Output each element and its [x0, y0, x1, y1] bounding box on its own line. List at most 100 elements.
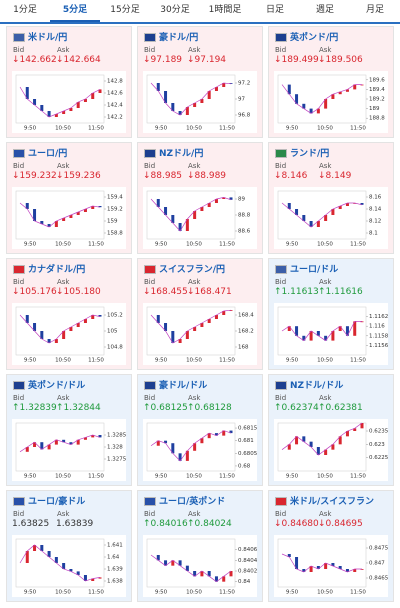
bid-value: ↑1.11613: [274, 287, 319, 297]
candle: [40, 221, 44, 224]
tab[interactable]: 1分足: [13, 5, 37, 15]
candle: [207, 203, 211, 207]
candle: [295, 209, 299, 215]
y-tick-label: 96.8: [238, 113, 251, 119]
candle: [295, 94, 299, 104]
tab[interactable]: 1時間足: [208, 5, 242, 15]
ask-value: ↑0.68128: [187, 403, 232, 413]
rate-card[interactable]: 英ポンド/ドル Bid Ask ↑1.32839 ↑1.32844 1.3285 1.328…: [6, 374, 132, 486]
rate-card[interactable]: ユーロ/ドル Bid Ask ↑1.11613 ↑1.11616 1.1162 1.116 1…: [268, 258, 394, 370]
candle: [54, 114, 58, 117]
bid-label: Bid: [144, 278, 156, 286]
rate-card[interactable]: 豪ドル/ドル Bid Ask ↑0.68125 ↑0.68128 0.6815 0.681 0…: [137, 374, 263, 486]
pair-name: ユーロ/円: [28, 149, 68, 159]
x-tick-label: 10:50: [317, 474, 333, 480]
plot-frame: [15, 422, 105, 472]
bid-label: Bid: [275, 394, 287, 402]
candle: [33, 545, 37, 551]
candle: [338, 566, 342, 569]
ask-value: ↓97.194: [187, 55, 227, 65]
candle: [76, 439, 80, 445]
candle: [324, 215, 328, 221]
y-tick-label: 89: [238, 197, 245, 203]
bid-value: ↓105.176: [12, 287, 57, 297]
candle: [171, 103, 175, 111]
mini-chart: 0.8406 0.8404 0.8402 0.84 9:50 10:50 11:50: [143, 535, 257, 597]
rate-card[interactable]: ユーロ/豪ドル Bid Ask 1.63825 1.63839 1.641 1.64 1.63…: [6, 490, 132, 602]
rate-card[interactable]: NZドル/円 Bid Ask ↓88.985 ↓88.989 89 88.8 88.6 9:50…: [137, 142, 263, 254]
mini-chart: 97.2 97 96.8 9:50 10:50 11:50: [143, 71, 257, 133]
candle: [338, 436, 342, 445]
tab[interactable]: 15分足: [110, 5, 140, 15]
rate-card[interactable]: NZドル/ドル Bid Ask ↑0.62374 ↑0.62381 0.6235 0.623…: [268, 374, 394, 486]
candle: [164, 440, 168, 444]
tab[interactable]: 5分足: [50, 0, 100, 22]
candle: [353, 321, 357, 336]
candle: [185, 565, 189, 571]
candle: [156, 199, 160, 207]
candle: [33, 209, 37, 221]
y-tick-label: 0.8402: [238, 569, 257, 575]
y-tick-label: 189.4: [369, 87, 385, 93]
y-tick-label: 0.681: [238, 438, 254, 444]
bid-value: ↑1.32839: [12, 403, 57, 413]
candle: [83, 575, 87, 581]
candle: [295, 436, 299, 445]
flag-icon: [144, 149, 156, 158]
candle: [353, 84, 357, 90]
x-tick-label: 11:50: [88, 126, 104, 132]
close-line: [281, 84, 362, 114]
pair-name: 米ドル/スイスフラン: [290, 497, 375, 507]
candle: [214, 315, 218, 319]
tab[interactable]: 30分足: [160, 5, 190, 15]
y-tick-label: 97: [238, 97, 245, 103]
close-line: [19, 86, 101, 118]
y-tick-label: 0.8475: [369, 546, 388, 552]
bid-label: Bid: [144, 46, 156, 54]
close-line: [150, 430, 232, 462]
rate-card[interactable]: スイスフラン/円 Bid Ask ↓168.455 ↓168.471 168.4 168.2…: [137, 258, 263, 370]
candle: [98, 89, 102, 93]
rate-card[interactable]: 豪ドル/円 Bid Ask ↓97.189 ↓97.194 97.2 97 96.8 9:50 1…: [137, 26, 263, 138]
bid-label: Bid: [275, 46, 287, 54]
plot-frame: [146, 306, 236, 356]
candle: [360, 203, 364, 205]
rate-card[interactable]: 英ポンド/円 Bid Ask ↓189.499 ↓189.506 189.6 189.4 18…: [268, 26, 394, 138]
y-tick-label: 1.641: [107, 543, 123, 549]
flag-icon: [275, 381, 287, 390]
candle: [47, 111, 51, 117]
tab[interactable]: 月足: [365, 5, 384, 15]
rate-card[interactable]: カナダドル/円 Bid Ask ↓105.176 ↓105.180 105.2 105 104…: [6, 258, 132, 370]
ask-value: ↑0.84024: [187, 519, 232, 529]
ask-label: Ask: [57, 394, 70, 402]
candle: [193, 571, 197, 577]
candle: [171, 331, 175, 343]
candle: [193, 443, 197, 451]
y-tick-label: 0.84: [238, 579, 251, 585]
tab[interactable]: 週足: [315, 5, 334, 15]
candle: [353, 428, 357, 431]
tab[interactable]: 日足: [265, 5, 284, 15]
mini-chart: 168.4 168.2 168 9:50 10:50 11:50: [143, 303, 257, 365]
candle: [54, 557, 58, 563]
flag-icon: [13, 149, 25, 158]
candle: [164, 323, 168, 331]
ask-value: ↓159.236: [56, 171, 101, 181]
x-tick-label: 10:50: [186, 474, 202, 480]
candle: [25, 87, 29, 99]
rate-card[interactable]: 米ドル/スイスフラン Bid Ask ↓0.84680 ↓0.84695 0.8475 0.…: [268, 490, 394, 602]
candle: [178, 453, 182, 461]
rate-card[interactable]: ランド/円 Bid Ask ↓8.146 ↓8.149 8.16 8.14 8.12 8.1 9:…: [268, 142, 394, 254]
candle: [345, 431, 349, 437]
y-tick-label: 105: [107, 329, 118, 335]
candle: [338, 91, 342, 95]
candle: [33, 323, 37, 331]
rate-card[interactable]: ユーロ/英ポンド Bid Ask ↑0.84016 ↑0.84024 0.8406 0.84…: [137, 490, 263, 602]
candle: [200, 438, 204, 444]
candle: [76, 212, 80, 215]
pair-name: ユーロ/ドル: [290, 265, 339, 275]
candle: [229, 83, 233, 84]
rate-card[interactable]: ユーロ/円 Bid Ask ↓159.232 ↓159.236 159.4 159.2 159…: [6, 142, 132, 254]
rate-card[interactable]: 米ドル/円 Bid Ask ↓142.662 ↓142.664 142.8 142.6 142…: [6, 26, 132, 138]
bid-value: ↓142.662: [12, 55, 57, 65]
